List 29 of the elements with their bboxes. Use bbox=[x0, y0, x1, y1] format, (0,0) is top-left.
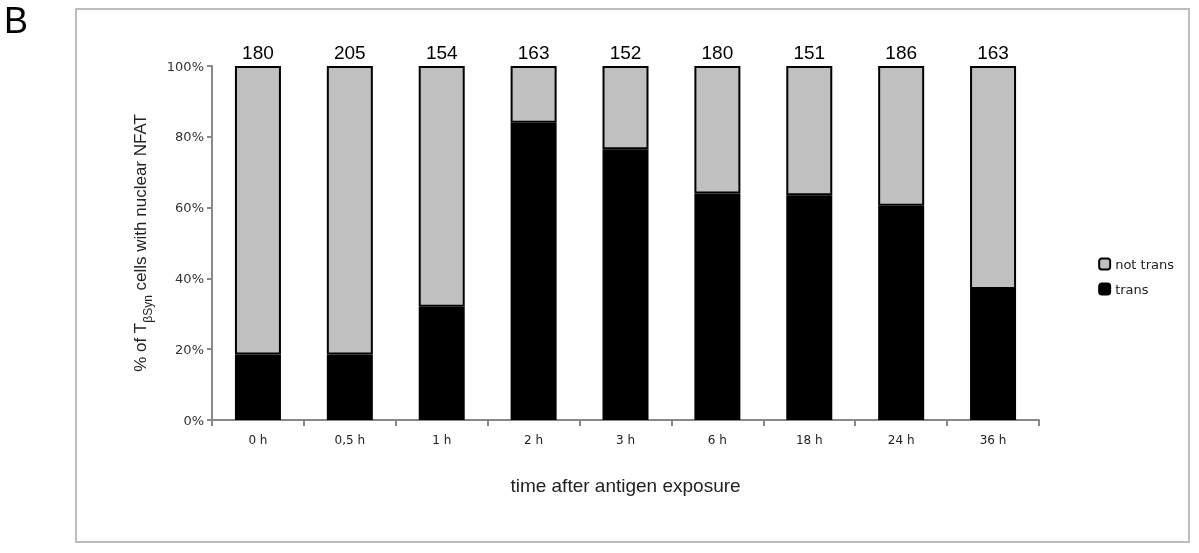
y-tick-label: 100% bbox=[166, 58, 204, 74]
annotation: 186 bbox=[885, 42, 918, 63]
x-tick-label: 3 h bbox=[615, 433, 636, 447]
annotation: 180 bbox=[701, 42, 734, 63]
annotation: 205 bbox=[333, 42, 366, 63]
annotation: 154 bbox=[425, 42, 458, 63]
x-tick-label: 24 h bbox=[887, 433, 915, 447]
annotation: 163 bbox=[977, 42, 1009, 63]
y-tick-label: 0% bbox=[183, 412, 204, 428]
annotation: 180 bbox=[242, 42, 274, 63]
y-axis-title: % of TβSyn cells with nuclear NFAT bbox=[130, 114, 155, 372]
x-tick-label: 36 h bbox=[979, 433, 1007, 447]
y-tick-label: 20% bbox=[175, 341, 204, 357]
text: B bbox=[4, 0, 29, 41]
x-tick-label: 2 h bbox=[524, 433, 544, 447]
x-tick-label: 6 h bbox=[707, 433, 727, 447]
x-tick-label: 18 h bbox=[795, 433, 823, 447]
legend-label: trans bbox=[1115, 281, 1149, 297]
x-tick-label: 0 h bbox=[248, 433, 268, 447]
y-tick-label: 80% bbox=[175, 129, 204, 145]
x-tick-label: 1 h bbox=[432, 433, 452, 447]
annotation: 152 bbox=[609, 42, 642, 63]
annotation: 151 bbox=[793, 42, 826, 63]
legend-label: not trans bbox=[1115, 256, 1175, 272]
x-tick-label: 0,5 h bbox=[334, 433, 366, 447]
y-tick-label: 40% bbox=[175, 270, 204, 286]
x-axis-title: time after antigen exposure bbox=[510, 475, 741, 496]
annotation: 163 bbox=[517, 42, 550, 63]
y-tick-label: 60% bbox=[175, 200, 204, 216]
